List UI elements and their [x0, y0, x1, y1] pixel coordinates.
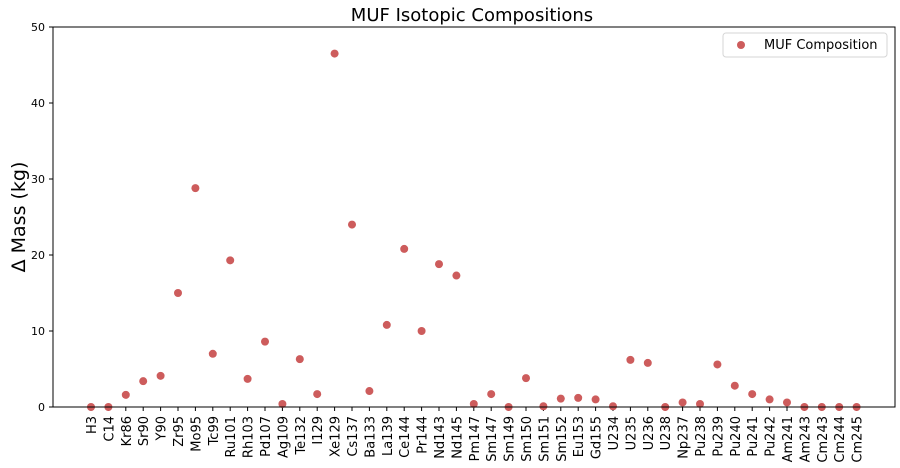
x-tick-label: U238 — [659, 416, 674, 450]
x-tick-label: Am243 — [798, 416, 813, 462]
x-tick-label: Nd143 — [433, 416, 448, 459]
x-tick-label: Np237 — [677, 416, 692, 459]
x-tick-label: Cs137 — [346, 416, 361, 457]
data-point — [174, 289, 182, 297]
data-point — [487, 390, 496, 399]
legend-marker — [737, 41, 745, 49]
data-point — [765, 395, 774, 404]
data-point — [191, 184, 200, 193]
x-tick-label: Sm147 — [485, 416, 500, 462]
x-tick-label: Pr144 — [416, 416, 431, 454]
data-point — [591, 395, 600, 404]
x-tick-label: Kr86 — [120, 416, 135, 446]
data-point — [435, 260, 443, 269]
x-tick-label: Pu242 — [764, 416, 779, 457]
y-tick-label: 40 — [31, 97, 45, 110]
data-point — [295, 355, 304, 364]
x-tick-label: I129 — [311, 416, 326, 445]
legend-box — [722, 32, 888, 58]
x-tick-label: Cm244 — [833, 416, 848, 463]
x-tick-label: Eu153 — [572, 416, 587, 457]
chart-title: MUF Isotopic Compositions — [351, 5, 593, 26]
data-point — [261, 337, 269, 346]
x-tick-label: Sm150 — [520, 416, 535, 462]
x-tick-label: H3 — [85, 416, 100, 434]
data-point — [278, 399, 287, 408]
x-tick-label: Gd155 — [590, 416, 605, 459]
x-tick-label: Pu238 — [694, 416, 709, 457]
x-tick-label: C14 — [102, 416, 117, 442]
data-point — [730, 381, 739, 390]
x-tick-label: Ru101 — [224, 416, 239, 458]
x-tick-label: Pd107 — [259, 416, 274, 457]
x-tick-label: Rh103 — [242, 416, 257, 458]
data-point — [417, 327, 426, 335]
x-tick-label: Cm243 — [816, 416, 831, 463]
data-point — [330, 49, 339, 58]
x-tick-label: Mo95 — [189, 416, 204, 452]
data-point — [348, 220, 356, 229]
x-tick-label: U236 — [642, 416, 657, 450]
data-point — [139, 377, 148, 386]
y-tick-label: 10 — [31, 325, 45, 338]
x-tick-label: Ba133 — [363, 416, 378, 458]
x-tick-label: Te132 — [294, 416, 309, 456]
data-point — [400, 244, 409, 253]
x-tick-label: Ag109 — [276, 416, 291, 458]
plot-frame — [52, 26, 896, 408]
data-point — [626, 355, 635, 364]
legend: MUF Composition — [722, 32, 888, 58]
data-point — [643, 358, 652, 367]
legend-label: MUF Composition — [764, 38, 878, 53]
x-tick-label: Xe129 — [329, 416, 344, 457]
x-tick-label: Sm152 — [555, 416, 570, 462]
x-axis: H3 C14 Kr86 Sr90 Y90 Zr95 Mo95 Tc99 Ru101 Rh103 Pd… — [85, 407, 866, 463]
x-tick-label: Sm151 — [537, 416, 552, 462]
data-point — [365, 387, 374, 396]
data-point — [469, 399, 478, 408]
data-point — [452, 271, 461, 280]
x-tick-label: U234 — [607, 416, 622, 450]
x-tick-label: Ce144 — [398, 416, 413, 458]
x-tick-label: Pm147 — [468, 416, 483, 461]
x-tick-label: La139 — [381, 416, 396, 456]
x-tick-label: Pu241 — [746, 416, 761, 457]
data-point — [713, 360, 722, 369]
y-tick-label: 50 — [31, 21, 45, 34]
y-tick-label: 30 — [31, 173, 45, 186]
x-tick-label: Am241 — [781, 416, 796, 462]
data-point — [243, 374, 252, 383]
data-point — [783, 398, 791, 407]
y-tick-label: 20 — [31, 249, 45, 262]
x-tick-label: Sr90 — [137, 416, 152, 446]
x-tick-label: Tc99 — [207, 416, 222, 446]
x-tick-label: Pu240 — [729, 416, 744, 457]
x-tick-label: Y90 — [155, 416, 170, 441]
y-axis-label: Δ Mass (kg) — [8, 162, 30, 273]
data-point — [382, 320, 391, 329]
y-axis: 0 10 20 30 40 50 — [31, 21, 53, 414]
data-point — [539, 402, 548, 411]
data-point — [522, 374, 530, 383]
data-point — [696, 399, 704, 408]
x-tick-label: Nd145 — [450, 416, 465, 459]
data-point — [121, 390, 130, 399]
data-point — [574, 393, 583, 402]
data-point — [556, 394, 565, 403]
data-point — [156, 371, 165, 380]
x-tick-label: Pu239 — [711, 416, 726, 457]
data-point — [226, 256, 235, 265]
y-tick-label: 0 — [38, 401, 45, 414]
data-points — [87, 49, 861, 411]
data-point — [208, 349, 217, 358]
data-point — [678, 398, 687, 407]
data-point — [748, 390, 757, 399]
x-tick-label: Sm149 — [503, 416, 518, 462]
x-tick-label: Cm245 — [851, 416, 866, 463]
data-point — [313, 390, 322, 399]
data-point — [609, 402, 617, 411]
x-tick-label: Zr95 — [172, 416, 187, 447]
x-tick-label: U235 — [624, 416, 639, 450]
